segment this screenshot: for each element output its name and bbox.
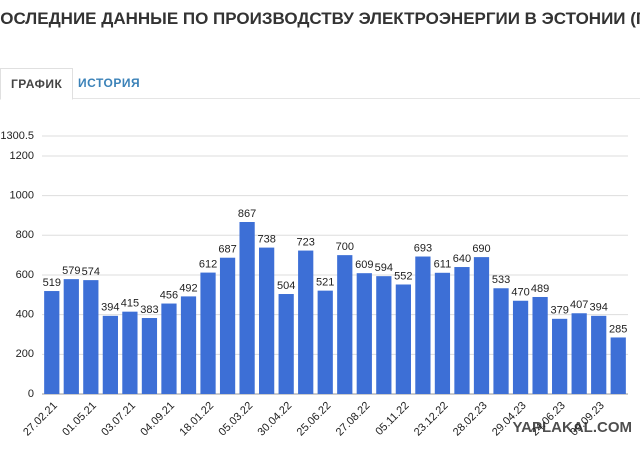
data-label: 687 — [218, 244, 236, 256]
y-tick-label: 1300.5 — [0, 130, 34, 142]
data-label: 285 — [609, 323, 627, 335]
y-tick-label: 600 — [16, 269, 34, 281]
data-label: 394 — [101, 302, 119, 314]
x-tick-label: 27.02.21 — [21, 400, 60, 439]
data-label: 612 — [199, 258, 217, 270]
tab-chart[interactable]: ГРАФИК — [0, 68, 74, 100]
bar — [512, 300, 529, 394]
bar — [298, 250, 314, 394]
data-label: 504 — [277, 280, 295, 292]
x-tick-label: 25.06.22 — [295, 400, 334, 439]
y-tick-label: 1200 — [10, 150, 34, 162]
data-label: 383 — [140, 304, 158, 316]
data-label: 521 — [316, 277, 334, 289]
page-title: ПОСЛЕДНИЕ ДАННЫЕ ПО ПРОИЗВОДСТВУ ЭЛЕКТРО… — [0, 9, 640, 28]
bar — [415, 256, 431, 394]
y-tick-label: 1000 — [10, 190, 34, 202]
bar — [180, 296, 197, 394]
bar — [434, 272, 451, 394]
data-label: 700 — [336, 241, 354, 253]
bar — [161, 303, 177, 394]
data-label: 693 — [414, 242, 432, 254]
data-label: 533 — [492, 274, 510, 286]
bar — [259, 247, 275, 394]
bar — [141, 318, 158, 394]
x-tick-label: 05.11.22 — [373, 400, 411, 438]
bar — [219, 257, 236, 394]
bar — [278, 294, 294, 394]
data-label: 379 — [550, 305, 568, 317]
bar — [102, 315, 118, 394]
bar — [337, 255, 353, 394]
y-tick-label: 0 — [28, 388, 34, 400]
bar — [571, 313, 587, 394]
bar — [552, 318, 568, 394]
data-label: 574 — [82, 266, 100, 278]
bar — [44, 291, 60, 394]
bar — [454, 267, 470, 394]
x-tick-label: 28.02.23 — [451, 400, 490, 439]
bar — [83, 280, 99, 394]
bar — [493, 288, 509, 394]
bar — [532, 296, 548, 394]
y-tick-label: 200 — [16, 348, 34, 360]
bar — [63, 279, 79, 394]
y-tick-label: 800 — [16, 229, 34, 241]
data-label: 492 — [179, 282, 197, 294]
bar — [591, 315, 607, 394]
tab-bar: ГРАФИК ИСТОРИЯ — [0, 68, 640, 100]
x-tick-label: 03.07.21 — [99, 400, 138, 439]
data-label: 489 — [531, 283, 549, 295]
x-tick-label: 27.08.22 — [334, 400, 373, 439]
data-label: 415 — [121, 298, 139, 310]
bar — [200, 272, 216, 394]
data-label: 690 — [472, 243, 490, 255]
bar — [239, 222, 255, 394]
tab-history[interactable]: ИСТОРИЯ — [78, 76, 141, 90]
data-label: 723 — [297, 236, 315, 248]
data-label: 609 — [355, 259, 373, 271]
bar — [610, 337, 626, 394]
bar — [395, 284, 411, 394]
bar — [356, 273, 372, 394]
x-tick-label: 23.12.22 — [412, 400, 451, 439]
bar — [122, 311, 138, 394]
x-tick-label: 01.05.21 — [60, 400, 99, 439]
data-label: 579 — [62, 265, 80, 277]
watermark: YAPLAKAL.COM — [513, 419, 632, 436]
data-label: 519 — [43, 277, 61, 289]
bar — [317, 290, 333, 394]
data-label: 407 — [570, 299, 588, 311]
data-label: 456 — [160, 289, 178, 301]
data-label: 611 — [434, 259, 452, 271]
x-tick-label: 04.09.21 — [138, 400, 177, 439]
y-tick-label: 400 — [16, 309, 34, 321]
x-tick-label: 05.03.22 — [217, 400, 256, 439]
data-label: 738 — [257, 233, 275, 245]
data-label: 552 — [394, 270, 412, 282]
data-label: 640 — [453, 253, 471, 265]
bar — [473, 257, 490, 394]
bar — [376, 276, 392, 394]
x-tick-label: 30.04.22 — [256, 400, 295, 439]
x-tick-label: 18.01.22 — [177, 400, 216, 439]
data-label: 867 — [238, 208, 256, 220]
data-label: 394 — [590, 302, 608, 314]
data-label: 470 — [511, 287, 529, 299]
data-label: 594 — [375, 262, 393, 274]
